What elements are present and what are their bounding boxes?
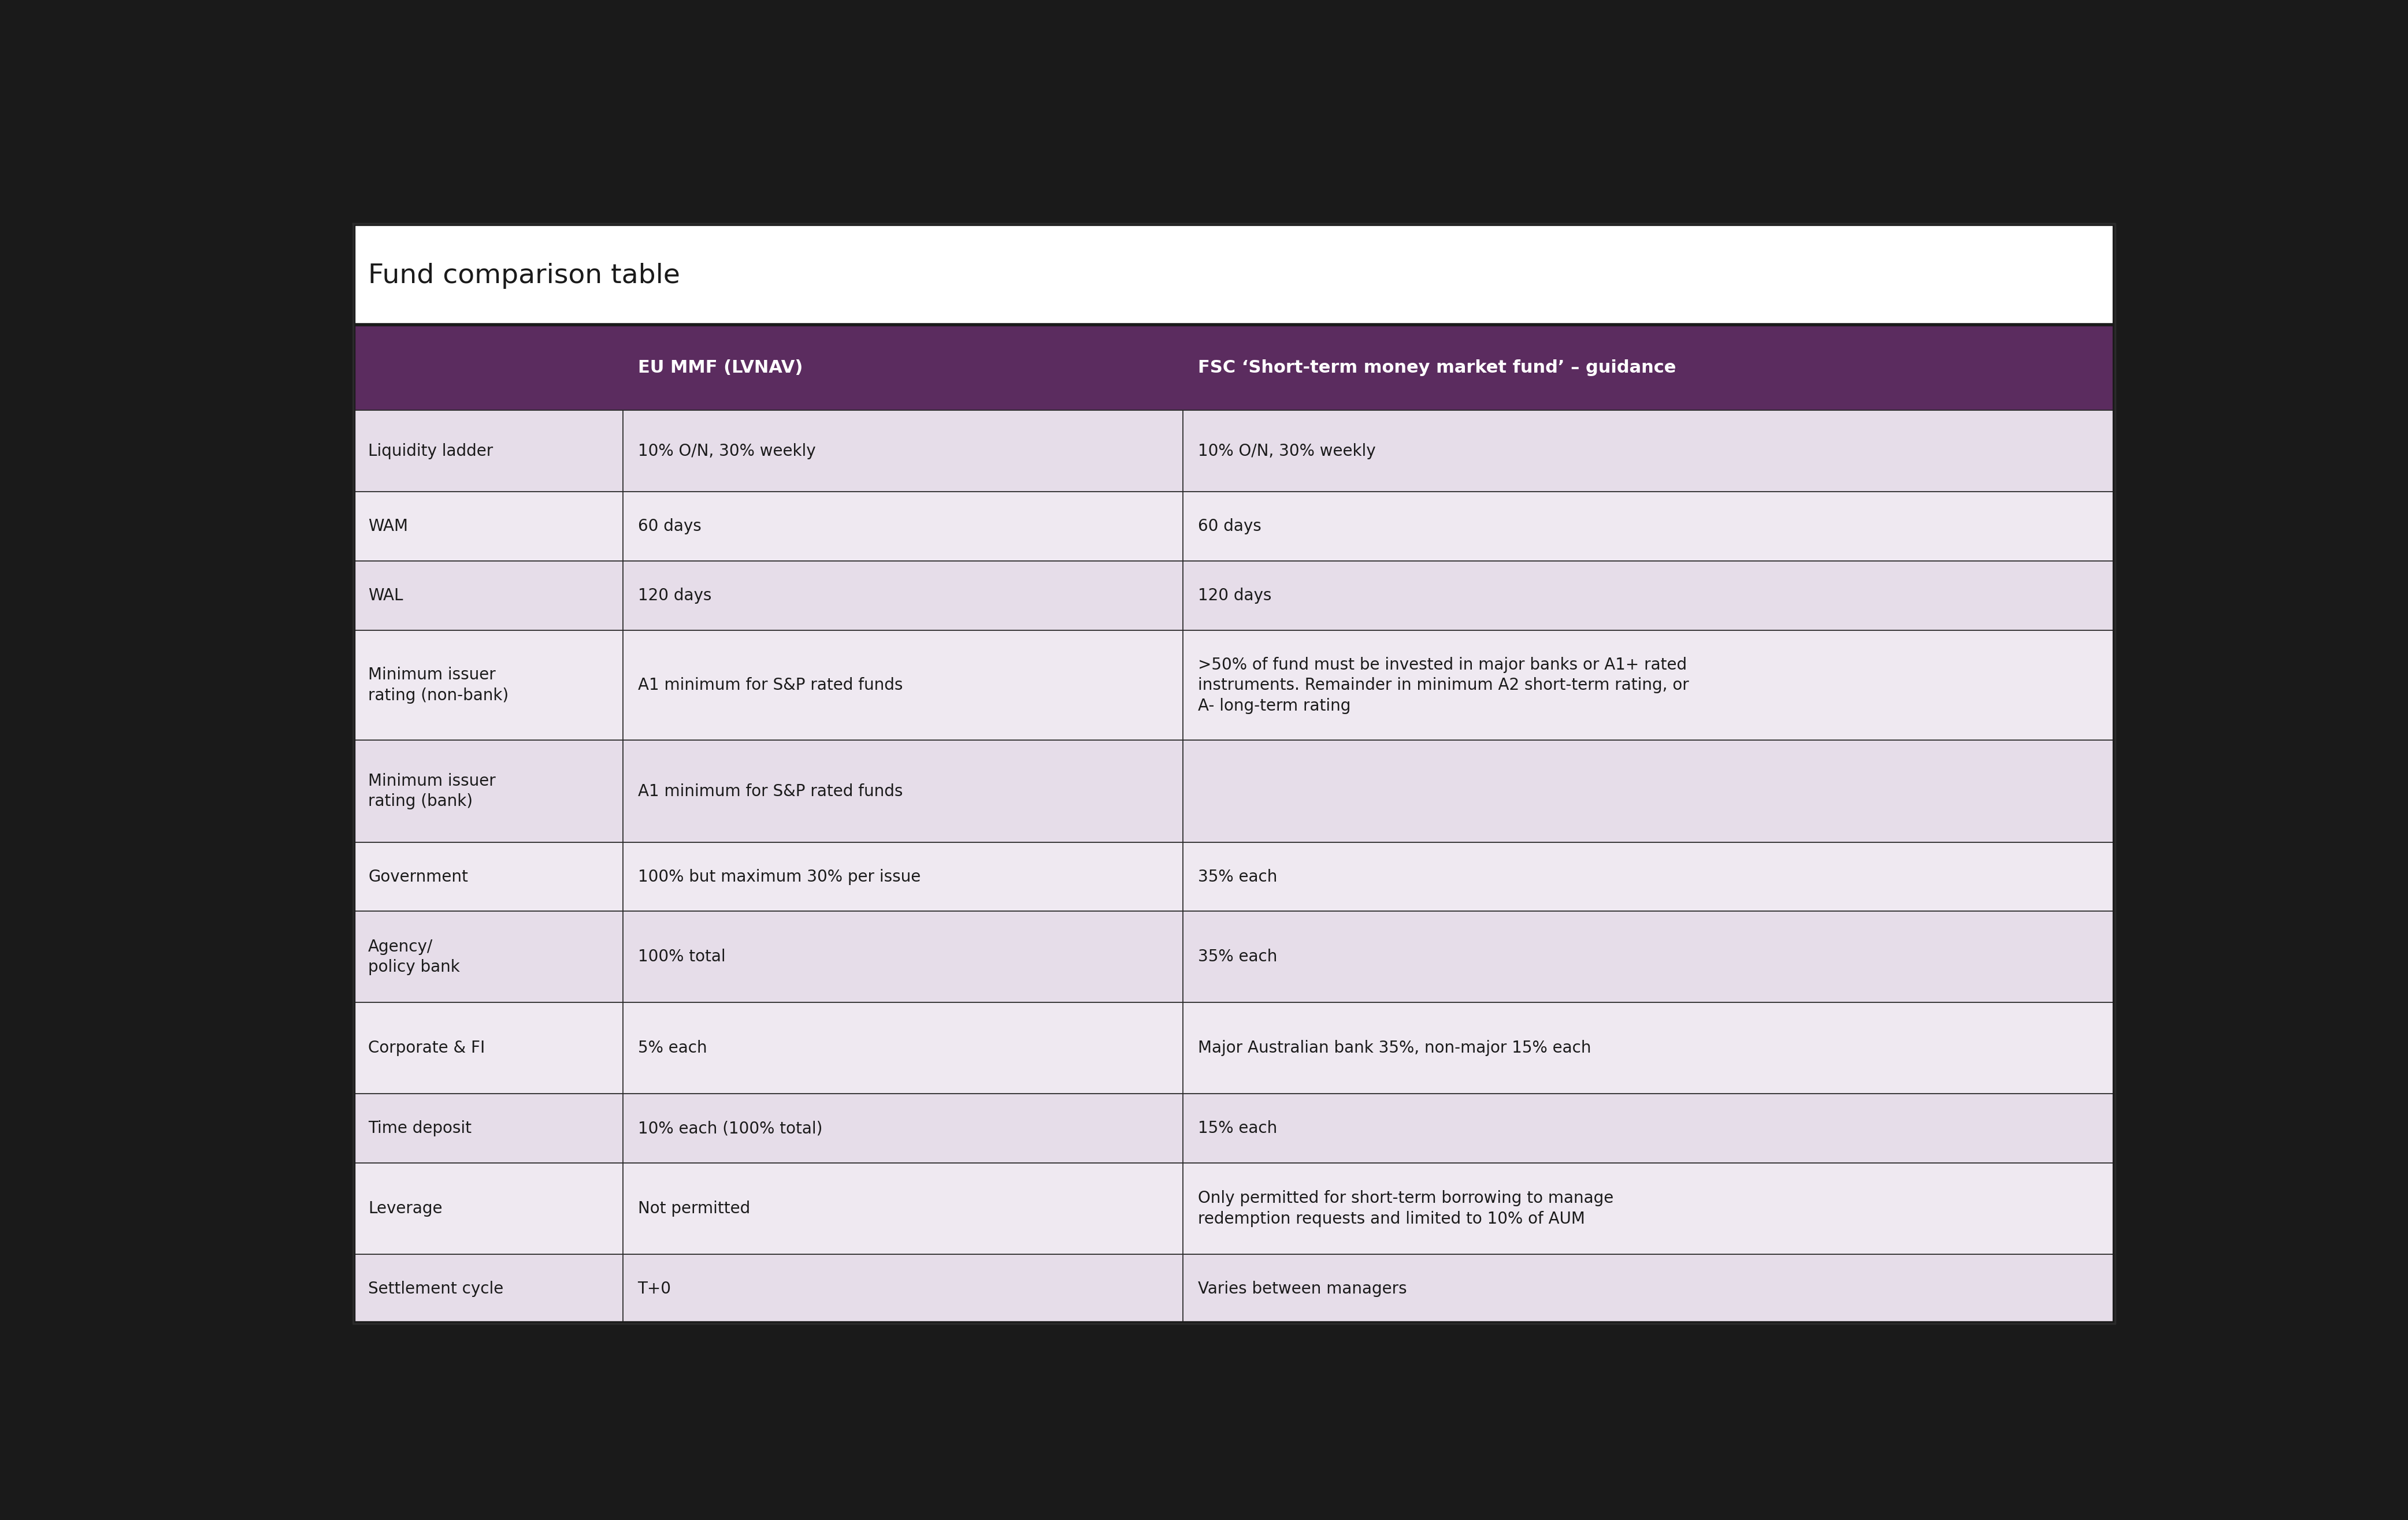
- Text: 100% but maximum 30% per issue: 100% but maximum 30% per issue: [638, 868, 920, 885]
- Text: Minimum issuer
rating (bank): Minimum issuer rating (bank): [368, 772, 496, 810]
- Text: Major Australian bank 35%, non-major 15% each: Major Australian bank 35%, non-major 15%…: [1197, 1040, 1592, 1056]
- Text: 120 days: 120 days: [638, 588, 710, 603]
- Bar: [354, 1003, 2114, 1094]
- Text: Government: Government: [368, 868, 467, 885]
- Text: 60 days: 60 days: [638, 518, 701, 535]
- Text: WAM: WAM: [368, 518, 407, 535]
- Text: Minimum issuer
rating (non-bank): Minimum issuer rating (non-bank): [368, 667, 508, 704]
- Text: 5% each: 5% each: [638, 1040, 708, 1056]
- Text: 35% each: 35% each: [1197, 868, 1276, 885]
- Text: FSC ‘Short-term money market fund’ – guidance: FSC ‘Short-term money market fund’ – gui…: [1197, 359, 1676, 375]
- Bar: [354, 1094, 2114, 1163]
- Text: Liquidity ladder: Liquidity ladder: [368, 442, 494, 459]
- Text: >50% of fund must be invested in major banks or A1+ rated
instruments. Remainder: >50% of fund must be invested in major b…: [1197, 657, 1688, 714]
- Text: 10% O/N, 30% weekly: 10% O/N, 30% weekly: [638, 442, 816, 459]
- Bar: [354, 325, 2114, 410]
- Bar: [354, 561, 2114, 631]
- Bar: [354, 410, 2114, 492]
- Bar: [354, 492, 2114, 561]
- Text: A1 minimum for S&P rated funds: A1 minimum for S&P rated funds: [638, 678, 903, 693]
- Bar: [354, 740, 2114, 842]
- Text: Settlement cycle: Settlement cycle: [368, 1281, 503, 1297]
- Bar: [354, 1254, 2114, 1324]
- Bar: [354, 912, 2114, 1003]
- Text: Only permitted for short-term borrowing to manage
redemption requests and limite: Only permitted for short-term borrowing …: [1197, 1190, 1613, 1227]
- Text: 120 days: 120 days: [1197, 588, 1271, 603]
- Text: 10% O/N, 30% weekly: 10% O/N, 30% weekly: [1197, 442, 1375, 459]
- Text: Corporate & FI: Corporate & FI: [368, 1040, 484, 1056]
- Bar: [354, 1163, 2114, 1254]
- Text: Time deposit: Time deposit: [368, 1120, 472, 1137]
- Bar: [354, 223, 2114, 325]
- Text: Agency/
policy bank: Agency/ policy bank: [368, 938, 460, 976]
- Text: T+0: T+0: [638, 1281, 672, 1297]
- Text: 15% each: 15% each: [1197, 1120, 1276, 1137]
- Text: A1 minimum for S&P rated funds: A1 minimum for S&P rated funds: [638, 783, 903, 800]
- Text: Varies between managers: Varies between managers: [1197, 1281, 1406, 1297]
- Text: 100% total: 100% total: [638, 948, 725, 965]
- Text: Not permitted: Not permitted: [638, 1201, 749, 1218]
- Bar: [354, 842, 2114, 912]
- Text: 10% each (100% total): 10% each (100% total): [638, 1120, 821, 1137]
- Bar: [354, 631, 2114, 740]
- Text: Fund comparison table: Fund comparison table: [368, 263, 679, 289]
- Text: EU MMF (LVNAV): EU MMF (LVNAV): [638, 359, 802, 375]
- Text: 35% each: 35% each: [1197, 948, 1276, 965]
- Text: Leverage: Leverage: [368, 1201, 443, 1218]
- Text: 60 days: 60 days: [1197, 518, 1262, 535]
- Text: WAL: WAL: [368, 588, 402, 603]
